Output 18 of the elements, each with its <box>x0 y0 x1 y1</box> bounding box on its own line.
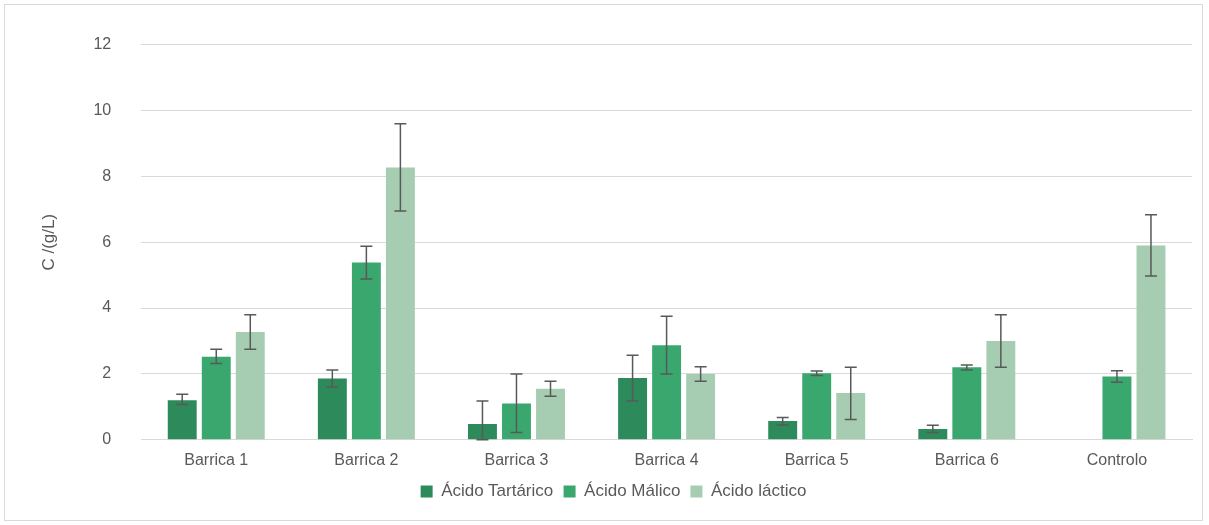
x-tick-label: Barrica 1 <box>184 450 249 468</box>
x-tick-label: Controlo <box>1086 450 1148 468</box>
x-tick-label: Barrica 4 <box>634 450 699 468</box>
x-tick-label: Barrica 5 <box>784 450 849 468</box>
y-tick-label: 2 <box>102 364 112 382</box>
y-tick-label: 8 <box>102 166 112 184</box>
legend-label: Ácido láctico <box>710 481 807 501</box>
y-tick-label: 12 <box>93 35 112 53</box>
x-tick-label: Barrica 3 <box>484 450 549 468</box>
y-tick-label: 6 <box>102 232 112 250</box>
x-tick-label: Barrica 2 <box>334 450 399 468</box>
y-tick-label: 0 <box>102 430 112 448</box>
y-axis-title: C /(g/L) <box>38 213 58 271</box>
legend-label: Ácido Tartárico <box>441 481 554 501</box>
y-tick-label: 4 <box>102 298 112 316</box>
legend-label: Ácido Málico <box>584 481 681 501</box>
x-tick-label: Barrica 6 <box>934 450 999 468</box>
y-tick-label: 10 <box>93 100 112 118</box>
